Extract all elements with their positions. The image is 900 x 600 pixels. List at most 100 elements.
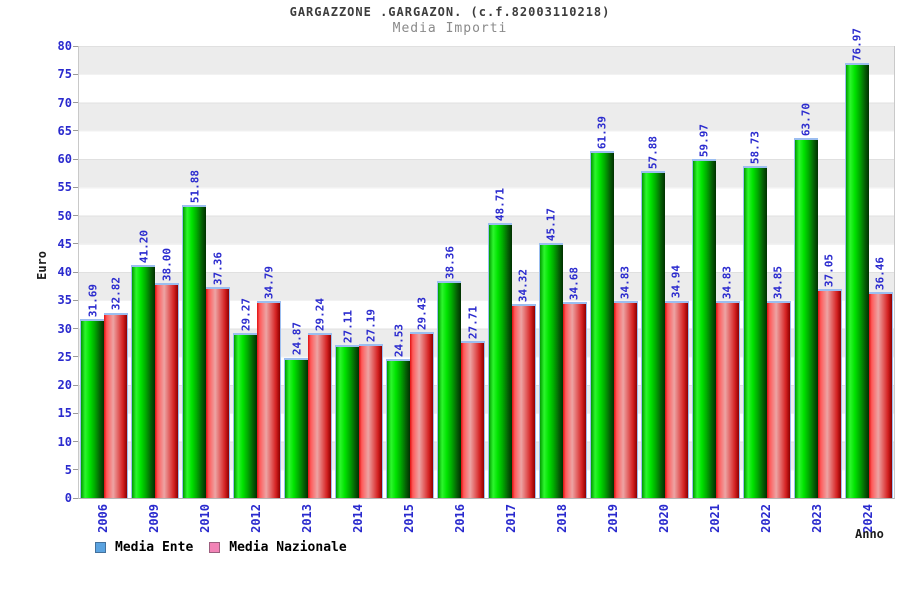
y-tick-mark: [73, 412, 78, 414]
bar-media-ente: 48.71: [487, 188, 512, 498]
legend-swatch-media-ente-icon: [95, 542, 106, 553]
x-tick-label-text: 2020: [656, 504, 671, 533]
y-tick-mark: [73, 158, 78, 160]
bar-group: 76.97 36.46: [843, 28, 894, 498]
bar-value-label: 41.20: [137, 230, 151, 264]
y-tick-mark: [73, 186, 78, 188]
bar-media-ente: 41.20: [131, 230, 156, 498]
x-tick-label: 2015: [384, 504, 435, 533]
x-tick-label: 2010: [180, 504, 231, 533]
y-tick-label: 25: [57, 349, 72, 364]
bar-media-ente: 61.39: [589, 116, 614, 498]
legend-item-media-nazionale: Media Nazionale: [209, 540, 347, 555]
chart-title: GARGAZZONE .GARGAZON. (c.f.82003110218): [289, 5, 611, 19]
y-tick-mark: [73, 130, 78, 132]
x-tick-label-text: 2023: [809, 504, 824, 533]
bar-group: 27.11 27.19: [334, 309, 385, 498]
x-axis-label: Anno: [855, 527, 884, 541]
bar-group: 31.69 32.82: [79, 277, 130, 498]
bar-value-label: 58.73: [748, 131, 762, 165]
y-tick-label: 70: [57, 95, 72, 110]
y-tick-mark: [73, 328, 78, 329]
bar-value-label: 24.53: [392, 324, 406, 358]
bar-value-label: 51.88: [188, 169, 202, 203]
bar-value-label: 34.79: [262, 266, 276, 300]
x-tick-label-text: 2018: [554, 504, 569, 533]
bar-value-label: 29.24: [313, 297, 327, 331]
y-tick-label: 65: [57, 123, 72, 138]
x-tick-label-text: 2015: [402, 504, 417, 533]
bar-value-label: 61.39: [595, 116, 609, 150]
x-tick-label-text: 2016: [453, 504, 468, 533]
bar-value-label: 24.87: [290, 322, 304, 356]
bar-media-ente: 24.53: [386, 324, 411, 498]
bar-value-label: 36.46: [873, 256, 887, 291]
bar-group: 58.73 34.85: [741, 131, 792, 498]
bar-group: 61.39 34.83: [588, 116, 639, 498]
bar-group: 29.27 34.79: [232, 266, 283, 498]
x-tick-label-text: 2021: [707, 504, 722, 533]
y-tick-mark: [73, 243, 78, 245]
bar-value-label: 38.36: [443, 246, 457, 280]
legend-item-media-ente: Media Ente: [95, 540, 193, 555]
x-tick-label: 2021: [689, 504, 740, 533]
bar-media-ente: 57.88: [640, 136, 665, 498]
x-tick-label: 2018: [536, 504, 587, 533]
bar-media-ente: 63.70: [793, 103, 818, 498]
y-tick-mark: [73, 356, 78, 358]
bar-value-label: 34.94: [669, 265, 683, 299]
y-tick-label: 5: [64, 462, 72, 477]
bar-media-nazionale: 37.36: [206, 252, 231, 498]
bar-value-label: 27.11: [341, 309, 355, 343]
bar-value-label: 76.97: [850, 28, 864, 62]
bar-media-ente: 38.36: [437, 246, 462, 498]
y-tick-label: 35: [57, 293, 72, 308]
bar-value-label: 38.00: [160, 248, 174, 282]
bar-group: 51.88 37.36: [181, 170, 232, 498]
bar-group: 45.17 34.68: [537, 208, 588, 498]
bar-group: 63.70 37.05: [792, 103, 843, 498]
y-tick-mark: [73, 384, 78, 386]
x-tick-label: 2020: [638, 504, 689, 533]
y-tick-label: 20: [57, 378, 72, 392]
y-tick-label: 30: [57, 321, 72, 336]
bar-media-ente: 29.27: [233, 298, 258, 498]
bar-media-nazionale: 34.79: [257, 266, 282, 498]
bar-media-nazionale: 29.43: [410, 297, 435, 498]
y-tick-label: 55: [57, 180, 72, 195]
bar-value-label: 63.70: [799, 102, 813, 137]
bar-media-ente: 58.73: [742, 131, 767, 498]
x-tick-label: 2017: [486, 504, 537, 533]
bar-media-ente: 51.88: [182, 170, 207, 498]
x-tick-label: 2022: [740, 504, 791, 533]
bar-media-ente: 24.87: [284, 322, 309, 498]
x-tick-label-text: 2019: [605, 504, 620, 533]
y-tick-mark: [73, 441, 78, 442]
bar-media-nazionale: 34.83: [715, 266, 740, 498]
y-tick-mark: [73, 469, 78, 471]
y-tick-mark: [73, 497, 78, 499]
bar-value-label: 34.83: [618, 266, 632, 300]
bar-value-label: 29.27: [239, 297, 253, 331]
bar-media-nazionale: 27.71: [461, 306, 486, 498]
y-tick-mark: [73, 102, 78, 103]
bar-value-label: 48.71: [493, 187, 507, 221]
bar-value-label: 31.69: [86, 283, 100, 317]
bar-media-ente: 45.17: [538, 208, 563, 498]
bar-media-nazionale: 36.46: [868, 257, 893, 498]
x-tick-label: 2006: [78, 504, 129, 533]
x-tick-label-text: 2010: [198, 504, 213, 533]
x-tick-label-text: 2014: [351, 504, 366, 533]
y-tick-label: 45: [57, 236, 72, 251]
x-tick-label-text: 2017: [503, 504, 518, 533]
bar-group: 57.88 34.94: [639, 136, 690, 498]
bar-value-label: 27.19: [364, 309, 378, 343]
plot-area: 31.69 32.82 41.20 38.00 51.88 37.36 29.27 34.79…: [78, 28, 895, 499]
bar-value-label: 27.71: [466, 306, 480, 340]
legend-label-media-nazionale: Media Nazionale: [229, 540, 347, 555]
chart-subtitle: Media Importi: [392, 21, 508, 36]
bar-media-nazionale: 34.68: [562, 267, 587, 498]
y-tick-label: 50: [57, 208, 72, 223]
y-tick-label: 15: [57, 406, 72, 421]
y-tick-label: 0: [64, 491, 72, 505]
